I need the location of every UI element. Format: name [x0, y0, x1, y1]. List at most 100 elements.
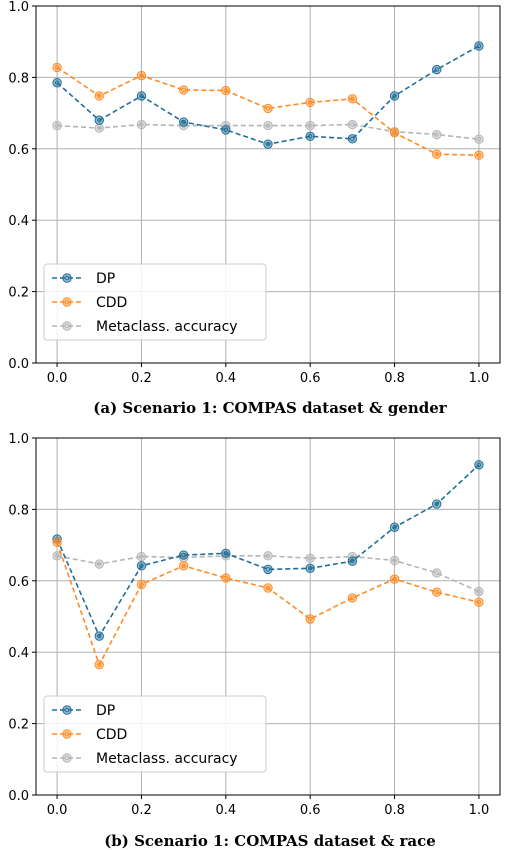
data-point: [389, 128, 400, 138]
x-tick-label: 0.8: [384, 371, 405, 386]
data-point-center: [350, 96, 355, 102]
figure-caption: (a) Scenario 1: COMPAS dataset & gender: [93, 399, 448, 417]
data-point: [178, 561, 189, 571]
data-point-center: [181, 563, 186, 569]
data-point-center: [181, 87, 186, 93]
legend: [43, 695, 267, 773]
x-tick-label: 0.2: [131, 803, 152, 818]
data-point-center: [476, 152, 482, 158]
x-tick-label: 0.0: [47, 371, 68, 386]
data-point: [52, 551, 62, 561]
data-point-center: [434, 132, 440, 137]
data-point-center: [139, 73, 144, 78]
data-point: [305, 614, 315, 624]
data-point-center: [54, 539, 60, 545]
data-point: [305, 120, 315, 131]
data-point: [474, 41, 484, 51]
plot-frame: [35, 5, 501, 364]
data-point-center: [96, 662, 102, 667]
data-point-center: [265, 567, 271, 572]
legend-swatch-center: [64, 299, 70, 305]
legend-swatch-marker: [62, 705, 72, 715]
y-tick-label: 0.0: [8, 789, 29, 804]
data-point: [389, 522, 400, 532]
data-point-center: [96, 93, 102, 99]
data-point-center: [434, 589, 440, 595]
y-tick-label: 1.0: [8, 432, 29, 447]
data-point: [52, 78, 62, 88]
data-point: [347, 94, 358, 104]
data-point-center: [181, 119, 186, 125]
data-point-center: [392, 558, 397, 563]
legend-swatch-marker: [62, 729, 72, 739]
data-point: [305, 97, 315, 108]
data-point: [263, 564, 273, 575]
data-point-center: [307, 556, 313, 561]
data-point-center: [307, 616, 313, 622]
data-point-center: [54, 80, 60, 86]
data-point-center: [307, 566, 313, 571]
data-point: [305, 131, 315, 142]
data-point-center: [350, 122, 355, 127]
data-point: [94, 559, 104, 569]
x-tick-label: 0.0: [47, 803, 68, 818]
x-tick-label: 0.4: [215, 371, 236, 386]
series-line-cdd: [56, 66, 479, 157]
data-point-center: [434, 151, 440, 157]
data-point-center: [392, 524, 397, 530]
data-point: [347, 593, 358, 603]
data-point: [347, 556, 358, 566]
data-point: [347, 134, 358, 144]
legend-label: CDD: [96, 727, 127, 743]
data-point: [474, 134, 484, 144]
data-point-center: [307, 123, 313, 128]
data-point: [263, 103, 273, 114]
data-point: [136, 561, 147, 571]
data-point-center: [434, 67, 440, 72]
data-point-center: [54, 65, 60, 70]
data-point: [52, 62, 62, 73]
data-point: [263, 120, 273, 131]
data-point: [221, 573, 231, 583]
data-point-center: [392, 130, 397, 136]
series-line-metaclass-accuracy: [57, 123, 479, 140]
data-point: [221, 548, 231, 559]
data-point: [221, 125, 231, 135]
x-tick-label: 0.4: [215, 803, 236, 818]
data-point-center: [265, 123, 271, 128]
chart-panel-a: 0.0 0.2 0.4 0.6 0.8 1.0 0.0 0.2 0.4 0.6 0.8 1.0 DP CD…: [8, 0, 501, 417]
data-point-center: [307, 134, 313, 139]
data-point-center: [434, 570, 440, 576]
series-line-dp: [56, 464, 480, 638]
data-point-center: [96, 117, 102, 123]
data-point-center: [265, 141, 271, 147]
data-point: [432, 129, 442, 140]
data-point-center: [223, 551, 229, 556]
data-point: [432, 149, 442, 159]
data-point-center: [350, 595, 355, 601]
data-point: [52, 537, 62, 547]
data-point-center: [265, 106, 271, 111]
data-point-center: [476, 462, 482, 468]
data-point-center: [139, 554, 144, 559]
series-line-metaclass-accuracy: [56, 555, 480, 593]
y-tick-label: 0.6: [8, 575, 29, 590]
data-point: [432, 587, 442, 597]
data-point-center: [223, 88, 229, 93]
data-point: [178, 85, 189, 95]
data-point: [136, 91, 147, 101]
legend-swatch-marker: [62, 321, 72, 331]
data-point-center: [223, 127, 229, 133]
data-point: [221, 85, 231, 96]
data-point-center: [54, 553, 60, 559]
data-point: [94, 123, 104, 133]
data-point: [94, 631, 104, 641]
legend-swatch-marker: [62, 273, 72, 283]
y-tick-label: 1.0: [8, 0, 29, 15]
data-point: [389, 555, 400, 566]
legend-swatch-center: [64, 731, 70, 737]
legend-label: DP: [96, 703, 115, 719]
series-line-dp: [56, 45, 480, 145]
data-point: [305, 563, 315, 574]
